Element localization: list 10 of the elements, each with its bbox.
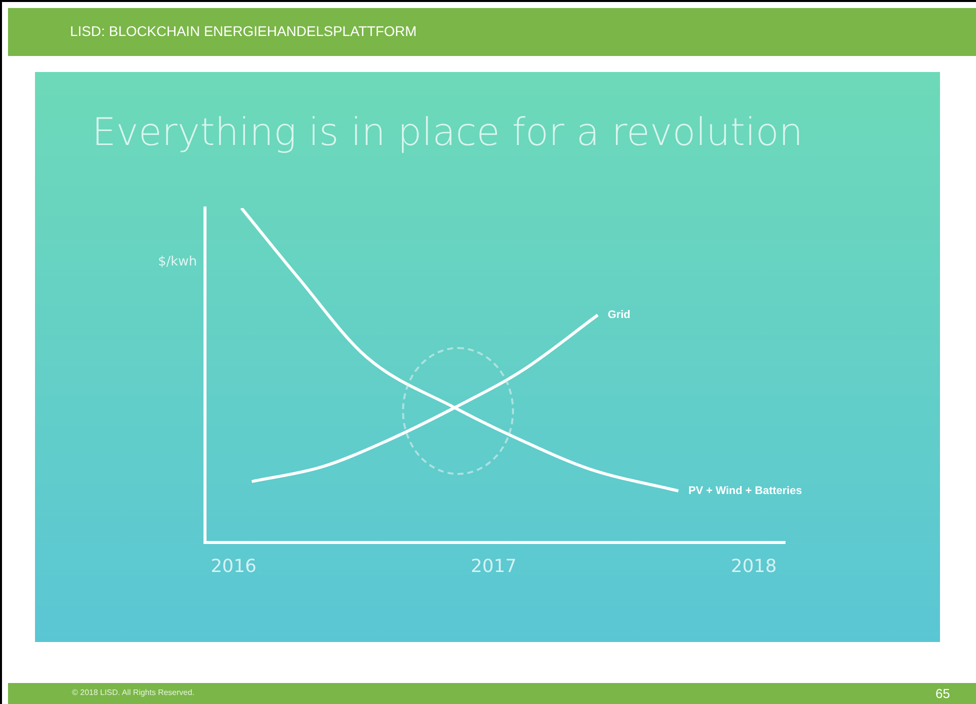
text: 65: [936, 686, 950, 701]
y-axis-title: $/kwh: [158, 254, 197, 270]
x-tick-label: 2017: [470, 556, 517, 577]
x-tick-label: 2018: [730, 556, 777, 577]
x-tick-label: 2016: [210, 556, 257, 577]
text: LISD: BLOCKCHAIN ENERGIEHANDELSPLATTFORM: [70, 23, 417, 39]
text: © 2018 LISD. All Rights Reserved.: [72, 688, 194, 697]
chart-title: Everything is in place for a revolution: [92, 110, 803, 154]
series-label: Grid: [608, 309, 630, 322]
series-label: PV + Wind + Batteries: [688, 484, 802, 497]
